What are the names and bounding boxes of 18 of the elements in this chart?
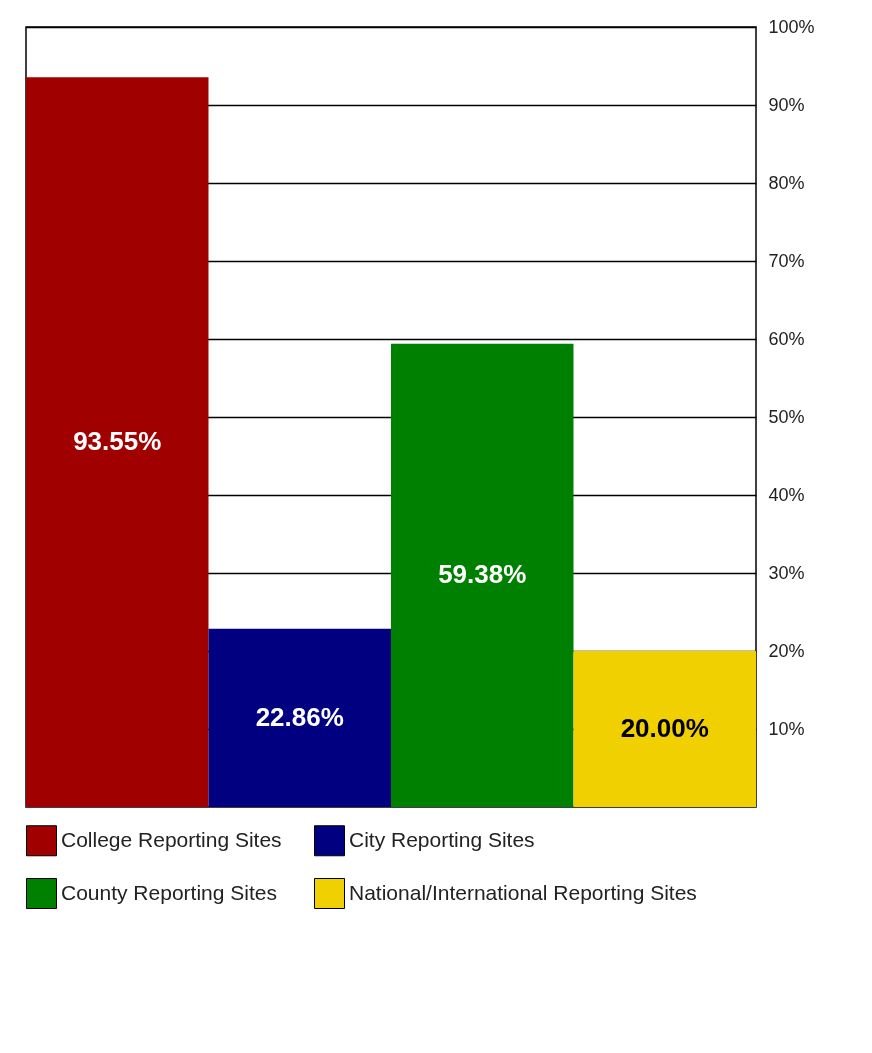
y-tick-label: 40% <box>768 484 805 505</box>
data-label: 59.38% <box>438 559 527 590</box>
legend-label: County Reporting Sites <box>61 880 277 904</box>
y-tick-label: 70% <box>768 250 805 271</box>
y-tick-label: 100% <box>768 16 815 37</box>
y-tick-label: 10% <box>768 718 805 739</box>
legend-label: City Reporting Sites <box>349 827 535 851</box>
legend-label: College Reporting Sites <box>61 827 282 851</box>
data-label: 20.00% <box>620 713 709 743</box>
legend-label: National/International Reporting Sites <box>349 880 697 904</box>
data-label: 93.55% <box>73 426 162 457</box>
y-tick-label: 90% <box>768 94 805 115</box>
y-tick-label: 60% <box>768 328 805 349</box>
y-tick-label: 20% <box>768 640 805 661</box>
data-label: 22.86% <box>255 701 344 732</box>
y-tick-label: 30% <box>768 562 805 583</box>
y-tick-label: 80% <box>768 172 805 193</box>
y-tick-label: 50% <box>768 406 805 427</box>
